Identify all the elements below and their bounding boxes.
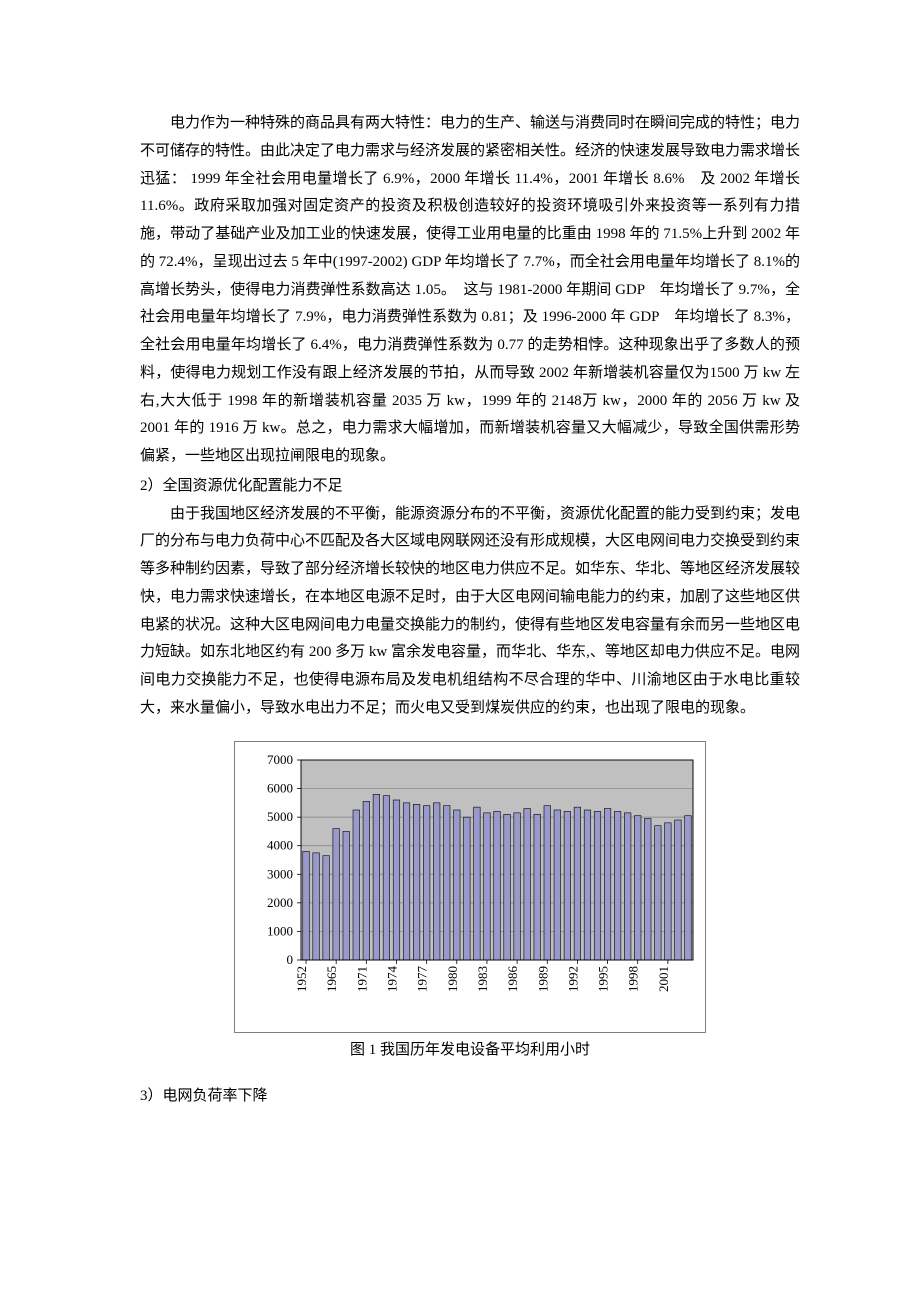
svg-text:1971: 1971 (354, 966, 369, 992)
svg-text:3000: 3000 (267, 866, 293, 881)
svg-text:6000: 6000 (267, 780, 293, 795)
svg-text:1000: 1000 (267, 923, 293, 938)
chart-container: 0 1000 2000 3000 4000 5000 6000 7000 1952 1965 197… (140, 741, 800, 1034)
section-3-title: 3）电网负荷率下降 (140, 1083, 800, 1111)
bar-chart: 0 1000 2000 3000 4000 5000 6000 7000 1952 1965 197… (235, 742, 705, 1022)
svg-text:4000: 4000 (267, 837, 293, 852)
body-paragraph-1: 电力作为一种特殊的商品具有两大特性：电力的生产、输送与消费同时在瞬间完成的特性；… (140, 110, 800, 471)
svg-text:1952: 1952 (294, 966, 309, 992)
svg-text:7000: 7000 (267, 752, 293, 767)
svg-text:5000: 5000 (267, 809, 293, 824)
svg-text:2000: 2000 (267, 894, 293, 909)
chart-caption: 图 1 我国历年发电设备平均利用小时 (140, 1037, 800, 1065)
svg-text:1983: 1983 (475, 966, 490, 992)
svg-text:0: 0 (287, 952, 294, 967)
svg-text:1989: 1989 (535, 966, 550, 992)
svg-text:1995: 1995 (596, 966, 611, 992)
svg-text:1986: 1986 (505, 965, 520, 992)
svg-text:1992: 1992 (565, 966, 580, 992)
svg-text:1974: 1974 (384, 965, 399, 992)
svg-text:1977: 1977 (415, 965, 430, 992)
body-paragraph-2: 由于我国地区经济发展的不平衡，能源资源分布的不平衡，资源优化配置的能力受到约束；… (140, 501, 800, 723)
svg-text:2001: 2001 (656, 966, 671, 992)
svg-text:1998: 1998 (626, 966, 641, 992)
chart-frame: 0 1000 2000 3000 4000 5000 6000 7000 1952 1965 197… (234, 741, 706, 1034)
svg-text:1980: 1980 (445, 966, 460, 992)
svg-text:1965: 1965 (324, 966, 339, 992)
section-2-title: 2）全国资源优化配置能力不足 (140, 473, 800, 501)
